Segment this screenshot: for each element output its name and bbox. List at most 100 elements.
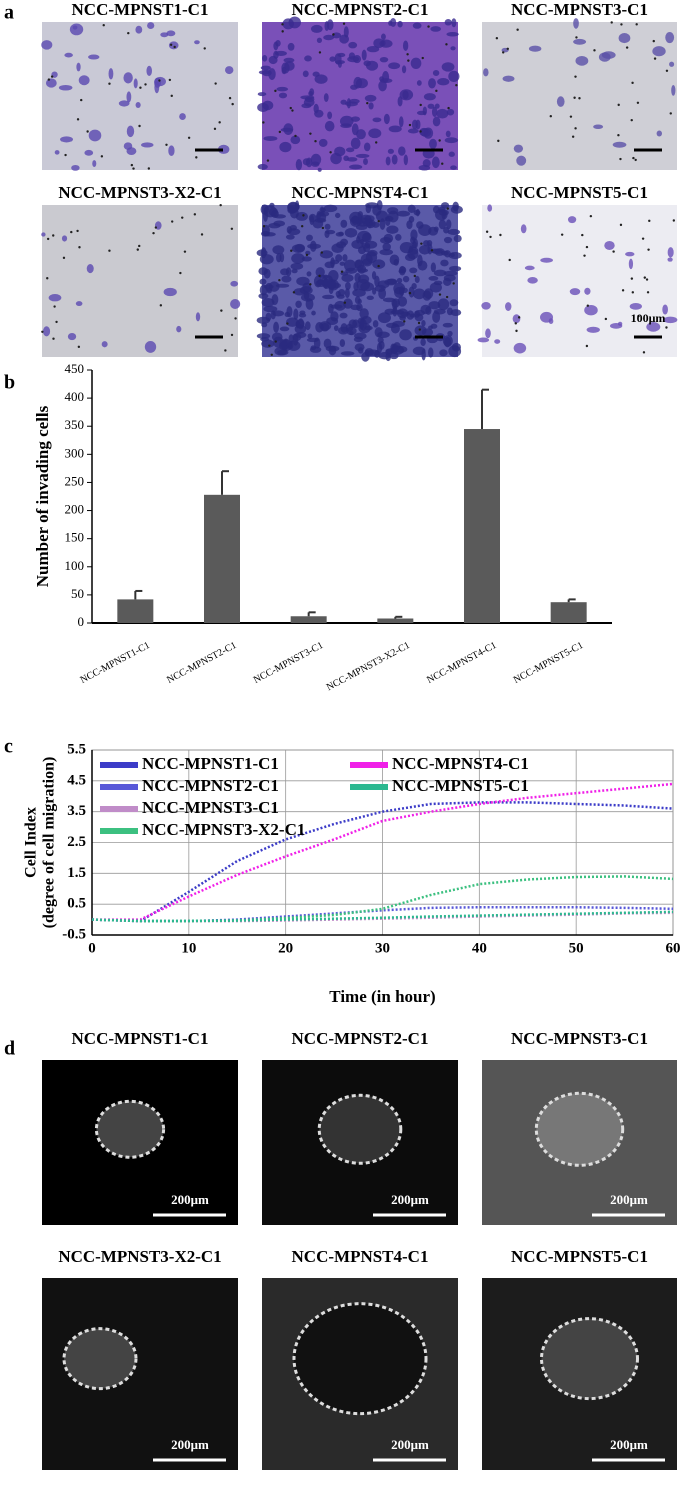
cell [383, 113, 390, 125]
debris [77, 345, 81, 349]
cell [436, 108, 449, 119]
cell [528, 45, 542, 52]
cell [230, 280, 239, 287]
debris [41, 330, 44, 333]
cell [67, 333, 77, 341]
cell [304, 55, 312, 62]
debris [585, 245, 589, 249]
cell [513, 144, 524, 153]
cell [381, 40, 386, 46]
image-title: NCC-MPNST1-C1 [72, 1029, 209, 1048]
cell [277, 349, 289, 356]
micrograph [42, 22, 238, 170]
debris [108, 249, 111, 252]
panel-label: a [4, 2, 14, 24]
cell [415, 119, 421, 130]
scale-label: 200μm [391, 1437, 429, 1452]
debris [621, 289, 625, 292]
cell [315, 267, 325, 278]
scale-label: 200μm [171, 1437, 209, 1452]
cell [268, 207, 279, 217]
y-tick-label: 0 [78, 614, 85, 629]
debris [549, 115, 552, 118]
cell [443, 236, 453, 244]
cell [263, 268, 271, 279]
cell [345, 147, 355, 153]
cell [417, 260, 428, 271]
cell [573, 38, 587, 45]
debris [262, 121, 265, 124]
cell [308, 90, 313, 96]
cell [86, 264, 94, 274]
debris [181, 216, 184, 219]
debris [646, 291, 650, 294]
cell [451, 18, 457, 28]
debris [647, 248, 650, 251]
debris [408, 291, 412, 295]
cell [477, 337, 490, 343]
cell [43, 326, 51, 337]
cell [75, 301, 83, 307]
cell [377, 331, 390, 339]
cell [306, 234, 313, 242]
debris [514, 322, 517, 325]
cell [285, 234, 295, 240]
x-tick-label: 10 [181, 940, 196, 956]
cell [352, 288, 366, 297]
cell [426, 239, 433, 247]
cell [287, 42, 295, 51]
cell [367, 249, 378, 257]
cell [444, 137, 458, 144]
cell [441, 62, 455, 72]
debris [193, 213, 197, 216]
legend-swatch [350, 784, 388, 790]
debris [441, 162, 444, 165]
cell [281, 275, 292, 283]
cell [390, 17, 397, 27]
cell [324, 223, 331, 230]
cell [261, 322, 268, 328]
scale-label: 200μm [610, 1437, 648, 1452]
cell [314, 109, 324, 118]
debris [574, 75, 577, 78]
cell [398, 265, 406, 276]
debris [300, 225, 304, 228]
spheroid [292, 1302, 428, 1416]
cell [295, 331, 307, 339]
image-title: NCC-MPNST1-C1 [72, 0, 209, 19]
cell [388, 62, 401, 70]
cell [338, 288, 346, 297]
cell [527, 277, 538, 284]
debris [634, 158, 637, 162]
cell [290, 262, 304, 270]
cell [322, 278, 332, 289]
cell [421, 320, 426, 327]
cell [78, 75, 90, 86]
cell [260, 65, 271, 71]
cell [340, 99, 347, 105]
image-title: NCC-MPNST5-C1 [511, 1247, 648, 1266]
cell [450, 165, 457, 170]
cell [340, 219, 348, 228]
debris [281, 30, 284, 33]
micrograph [482, 205, 677, 357]
debris [278, 130, 282, 134]
cell [64, 52, 73, 58]
cell [195, 312, 201, 322]
cell [314, 74, 328, 84]
cell [361, 232, 372, 243]
cell [313, 337, 321, 349]
cell [390, 323, 400, 334]
cell [345, 267, 358, 274]
cell [361, 258, 373, 267]
cell [283, 123, 294, 136]
cell [446, 32, 459, 37]
debris [571, 135, 575, 138]
cell [257, 92, 267, 97]
cell [423, 93, 436, 101]
debris [52, 337, 55, 340]
cell [126, 147, 137, 155]
series-line [91, 910, 674, 923]
debris [672, 219, 676, 222]
cell [334, 146, 346, 157]
